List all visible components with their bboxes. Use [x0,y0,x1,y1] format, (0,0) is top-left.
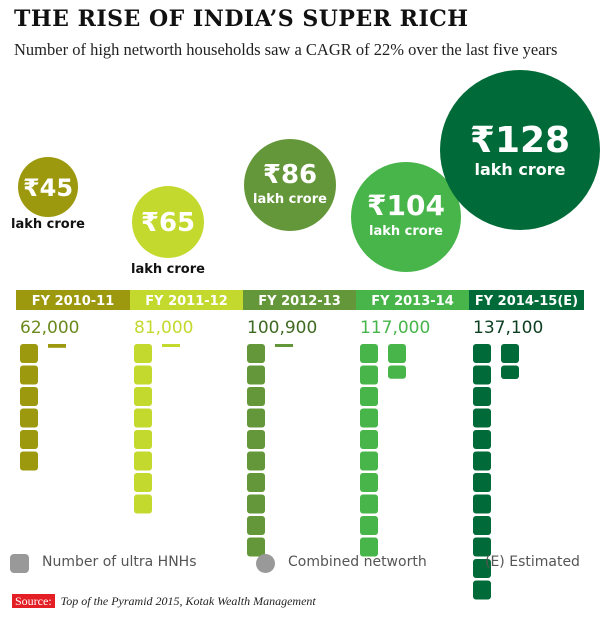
household-block [134,344,152,363]
household-block-partial [162,344,180,347]
household-block [360,365,378,385]
household-block [247,516,265,535]
category-header [356,290,469,310]
household-block [360,494,378,514]
household-block [20,365,38,385]
category-header [16,290,130,310]
legend-estimated: (E) Estimated [485,554,580,570]
category-label: FY 2013-14 [371,294,454,309]
household-block [501,344,519,363]
source-line: Source: Top of the Pyramid 2015, Kotak We… [12,594,316,609]
chart-subtitle: Number of high networth households saw a… [14,40,558,59]
category-label: FY 2012-13 [258,294,341,309]
household-count: 62,000 [20,318,79,338]
household-block [247,408,265,428]
networth-bubble [132,186,204,258]
networth-unit: lakh crore [253,192,327,207]
household-block [247,473,265,492]
networth-value: ₹45 [23,174,73,202]
household-block [360,516,378,535]
household-block [247,494,265,514]
legend-networth: Combined networth [288,554,427,570]
household-count: 100,900 [247,318,317,338]
household-block [473,494,491,514]
networth-value: ₹65 [141,208,195,238]
household-block [388,344,406,363]
household-block [473,580,491,600]
category-header [130,290,243,310]
chart-title: THE RISE OF INDIA’S SUPER RICH [14,6,469,32]
household-block [473,451,491,471]
household-block [473,516,491,535]
networth-bubble [351,162,461,272]
household-block [247,537,265,557]
household-block-partial [48,344,66,348]
networth-unit: lakh crore [11,217,85,232]
legend-households: Number of ultra HNHs [42,554,197,570]
household-block [473,344,491,363]
household-count: 117,000 [360,318,430,338]
household-block [20,451,38,471]
household-block [134,408,152,428]
legend-circle-icon [256,554,275,573]
household-block [134,451,152,471]
household-block [473,365,491,385]
source-text: Top of the Pyramid 2015, Kotak Wealth Ma… [60,594,316,608]
category-label: FY 2014-15(E) [475,294,578,309]
networth-value: ₹86 [263,160,317,190]
household-block [247,387,265,406]
source-label: Source: [12,594,55,608]
household-block [20,430,38,449]
household-block-partial [388,365,406,379]
household-block [360,387,378,406]
networth-value: ₹104 [367,189,445,222]
household-block [20,344,38,363]
household-block [134,430,152,449]
household-block [247,430,265,449]
household-block [473,473,491,492]
household-block [134,473,152,492]
household-block [247,451,265,471]
household-block [134,387,152,406]
household-block [247,365,265,385]
household-block [473,408,491,428]
household-block [360,537,378,557]
household-block [473,387,491,406]
household-block-partial [275,344,293,347]
household-block [473,537,491,557]
household-block-partial [501,365,519,379]
household-block [473,559,491,578]
networth-bubble [440,70,600,230]
category-label: FY 2011-12 [145,294,228,309]
household-block [360,451,378,471]
household-block [134,494,152,514]
household-block [360,430,378,449]
household-count: 137,100 [473,318,543,338]
household-block [360,408,378,428]
category-header [469,290,584,310]
category-label: FY 2010-11 [32,294,115,309]
household-block [247,344,265,363]
household-block [20,387,38,406]
networth-bubble [18,157,78,217]
household-block [360,344,378,363]
household-block [473,430,491,449]
household-count: 81,000 [134,318,193,338]
networth-unit: lakh crore [475,160,566,179]
household-block [134,365,152,385]
networth-unit: lakh crore [131,262,205,277]
household-block [20,408,38,428]
networth-unit: lakh crore [369,224,443,239]
legend-square-icon [10,554,29,573]
networth-value: ₹128 [470,120,570,161]
household-block [360,473,378,492]
networth-bubble [244,139,336,231]
category-header [243,290,356,310]
